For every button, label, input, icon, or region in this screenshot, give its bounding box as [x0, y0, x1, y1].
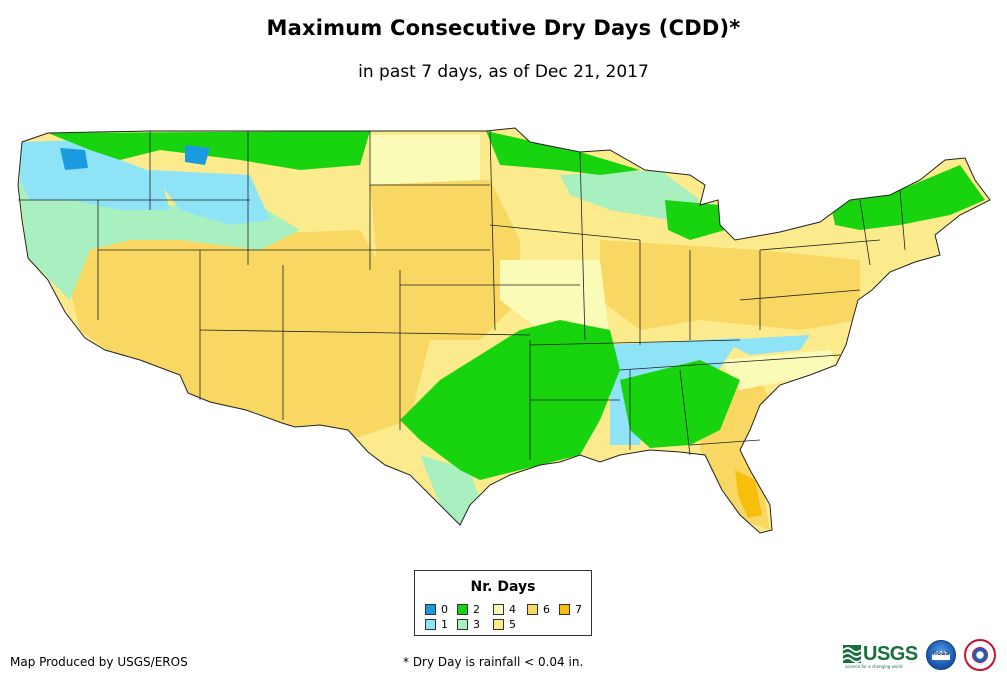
border-line: [489, 130, 496, 331]
legend-label: 6: [543, 603, 550, 616]
border-line: [689, 439, 761, 446]
border-line: [859, 199, 871, 266]
zone-6-days-midwest: [600, 240, 860, 330]
usgs-wordmark: USGS: [863, 643, 918, 665]
legend-swatch: [527, 604, 538, 615]
legend-label: 7: [575, 603, 582, 616]
zone-3-days-pacific: [18, 180, 130, 300]
zone-0-days-glacier: [185, 145, 210, 165]
border-line: [489, 224, 641, 241]
noaa-wordmark: noaa: [932, 650, 950, 657]
noaa-logo: noaa: [926, 640, 956, 670]
zone-0-days-washington: [60, 148, 88, 170]
legend-label: 0: [441, 603, 448, 616]
legend-label: 3: [473, 618, 480, 631]
zone-2-days-upper-midwest: [486, 131, 640, 175]
nws-logo: [964, 639, 996, 671]
border-line: [529, 339, 741, 346]
legend-swatch: [457, 604, 468, 615]
border-line: [679, 369, 691, 456]
border-line: [739, 289, 861, 301]
legend-swatch: [559, 604, 570, 615]
legend-label: 2: [473, 603, 480, 616]
zone-2-days-michigan: [665, 200, 725, 240]
legend-swatch: [425, 604, 436, 615]
zone-2-days-northeast: [830, 165, 985, 230]
zone-4-days-dakotas: [370, 135, 480, 185]
state-boundaries: [18, 130, 906, 460]
map-credit: Map Produced by USGS/EROS: [10, 655, 188, 669]
legend-label: 4: [509, 603, 516, 616]
usgs-tagline: science for a changing world: [845, 664, 903, 669]
usgs-logo: USGS science for a changing world: [843, 643, 919, 669]
legend-label: 5: [509, 618, 516, 631]
zone-1-days-ohio-valley: [720, 335, 810, 355]
border-line: [199, 329, 531, 336]
zone-6-days-west: [70, 230, 430, 440]
zone-4-days-cornbelt: [500, 260, 610, 340]
legend-label: 1: [441, 618, 448, 631]
legend-swatch: [493, 619, 504, 630]
map-subtitle: in past 7 days, as of Dec 21, 2017: [358, 62, 649, 82]
legend-swatch: [425, 619, 436, 630]
zone-1-days-northwest: [18, 140, 170, 210]
nws-tornado-icon: [972, 647, 988, 663]
zone-1-days-idaho: [150, 170, 270, 225]
us-cdd-map: [17, 127, 991, 534]
noaa-seagull-icon: [932, 651, 950, 660]
border-line: [619, 354, 841, 371]
cdd-zones: [18, 128, 990, 533]
zone-2-days-southeast: [620, 360, 740, 448]
zone-6-days-plains: [370, 180, 520, 340]
zone-7-days-florida: [735, 470, 762, 518]
usgs-waves-icon: [843, 645, 861, 663]
legend-title: Nr. Days: [470, 579, 536, 595]
zone-4-days-carolinas: [720, 350, 840, 390]
border-line: [579, 151, 586, 341]
legend-swatch: [493, 604, 504, 615]
us-outline: [17, 127, 991, 534]
map-title: Maximum Consecutive Dry Days (CDD)*: [266, 16, 741, 40]
legend-swatch: [457, 619, 468, 630]
zone-3-days-great-lakes: [560, 170, 700, 220]
border-line: [759, 239, 881, 251]
legend: Nr. Days 0 1 2 3 4 5 6 7: [414, 570, 592, 636]
zone-2-days-arklatex: [400, 320, 620, 480]
dry-day-footnote: * Dry Day is rainfall < 0.04 in.: [403, 655, 584, 669]
border-line: [899, 189, 906, 251]
